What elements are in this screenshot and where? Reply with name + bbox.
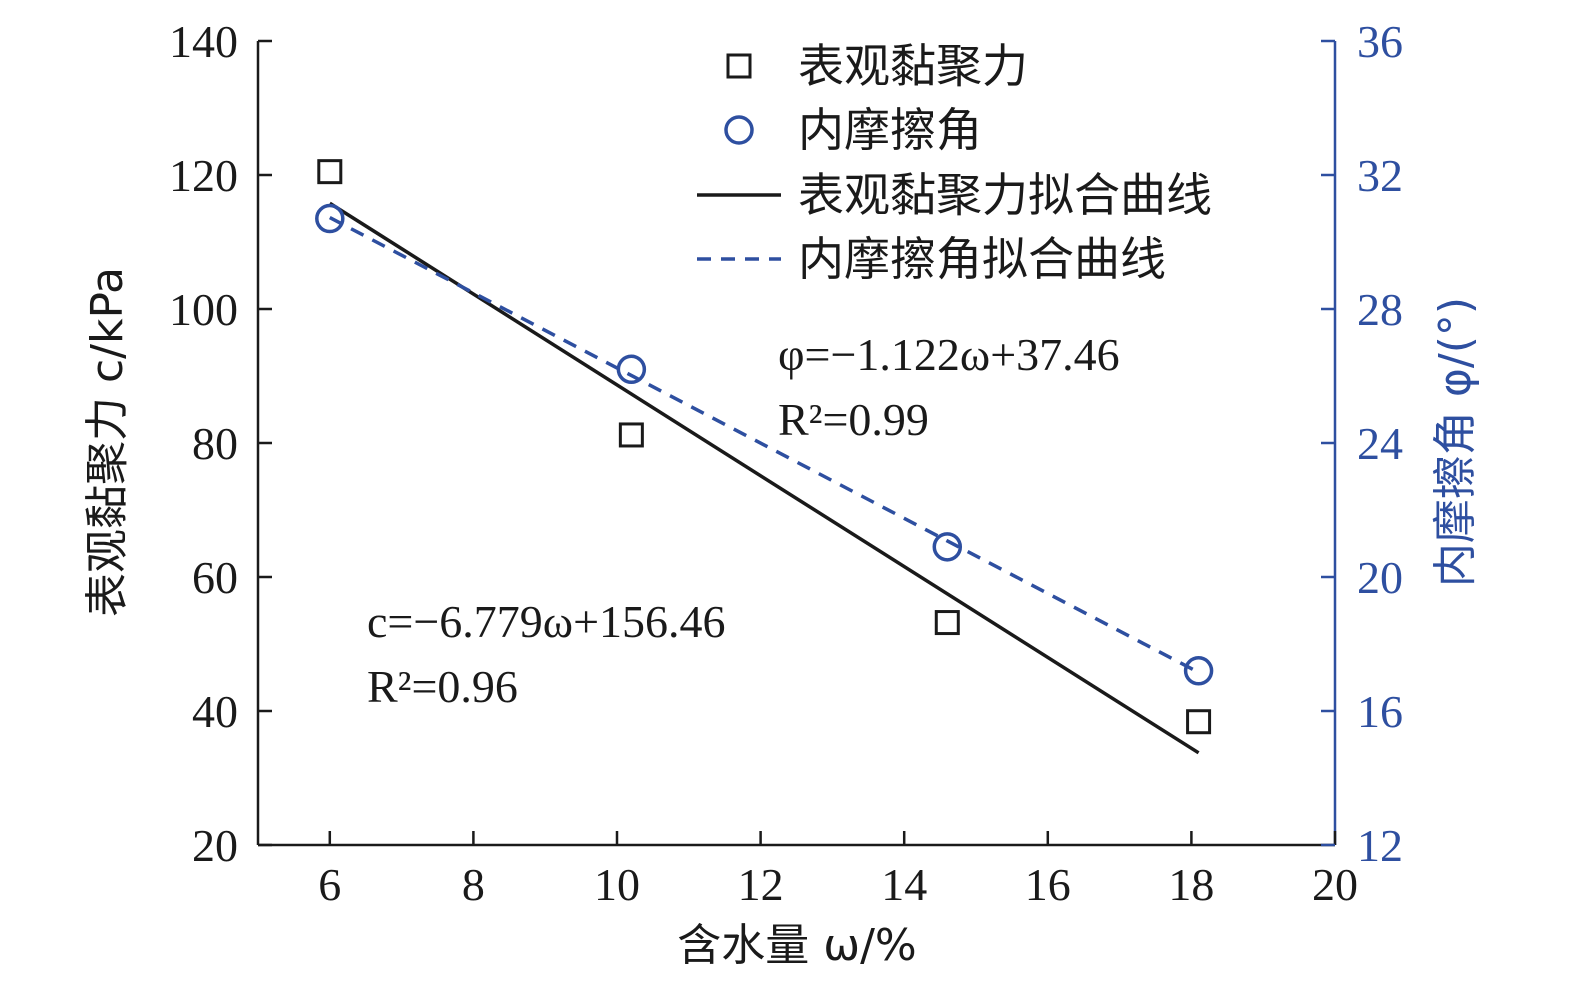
cohesion-point xyxy=(317,159,343,185)
x-tick-label: 20 xyxy=(1312,859,1358,910)
legend-label-friction: 内摩擦角 xyxy=(798,103,982,157)
y-right-tick-label: 20 xyxy=(1357,552,1403,603)
y-left-tick-label: 100 xyxy=(169,284,238,335)
y-left-tick-label: 40 xyxy=(192,686,238,737)
x-tick-label: 16 xyxy=(1025,859,1071,910)
y-left-tick-label: 20 xyxy=(192,820,238,871)
cohesion-point xyxy=(934,610,960,636)
x-tick-label: 12 xyxy=(738,859,784,910)
x-tick-label: 14 xyxy=(881,859,927,910)
legend-circle-marker xyxy=(724,115,754,145)
y-left-tick-label: 80 xyxy=(192,418,238,469)
friction-point xyxy=(1183,656,1214,686)
y-right-tick-label: 28 xyxy=(1357,284,1403,335)
y-right-tick-label: 36 xyxy=(1357,16,1403,67)
cohesion-fit-line xyxy=(328,201,1200,755)
x-tick-label: 10 xyxy=(594,859,640,910)
x-tick-label: 18 xyxy=(1168,859,1214,910)
friction-point xyxy=(315,203,345,234)
annotations: φ=−1.122ω+37.46 R²=0.99 c=−6.779ω+156.46… xyxy=(367,329,1120,712)
y-right-tick-label: 12 xyxy=(1357,820,1403,871)
phi-equation: φ=−1.122ω+37.46 xyxy=(778,329,1120,380)
phi-r2: R²=0.99 xyxy=(778,394,929,445)
friction-point xyxy=(616,354,647,385)
fit-lines xyxy=(328,201,1200,755)
c-equation: c=−6.779ω+156.46 xyxy=(367,596,726,647)
c-r2: R²=0.96 xyxy=(367,661,518,712)
cohesion-point xyxy=(618,422,644,448)
friction-point xyxy=(932,532,963,562)
x-tick-label: 6 xyxy=(318,859,341,910)
friction-fit-line xyxy=(328,216,1200,674)
x-tick-label: 8 xyxy=(462,859,485,910)
cohesion-point xyxy=(1186,709,1212,735)
y-right-tick-label: 32 xyxy=(1357,150,1403,201)
y-left-axis-title: 表观黏聚力 c/kPa xyxy=(82,267,133,617)
legend: 表观黏聚力 内摩擦角 表观黏聚力拟合曲线 内摩擦角拟合曲线 xyxy=(697,39,1212,286)
x-axis-title: 含水量 ω/% xyxy=(677,920,916,971)
y-left-tick-label: 140 xyxy=(169,16,238,67)
legend-label-cohesion-fit: 表观黏聚力拟合曲线 xyxy=(798,168,1212,222)
data-markers xyxy=(315,159,1214,735)
y-left-tick-label: 60 xyxy=(192,552,238,603)
legend-label-friction-fit: 内摩擦角拟合曲线 xyxy=(798,232,1166,286)
y-right-axis-title: 内摩擦角 φ/(°) xyxy=(1430,297,1481,587)
legend-square-marker xyxy=(726,53,752,79)
y-right-tick-label: 16 xyxy=(1357,686,1403,737)
axes-layer: 6 8 10 12 14 16 18 20 20 40 60 80 100 120 140 12 16 20 24 2… xyxy=(169,16,1403,910)
y-left-tick-label: 120 xyxy=(169,150,238,201)
y-right-tick-label: 24 xyxy=(1357,418,1403,469)
legend-label-cohesion: 表观黏聚力 xyxy=(798,39,1028,93)
